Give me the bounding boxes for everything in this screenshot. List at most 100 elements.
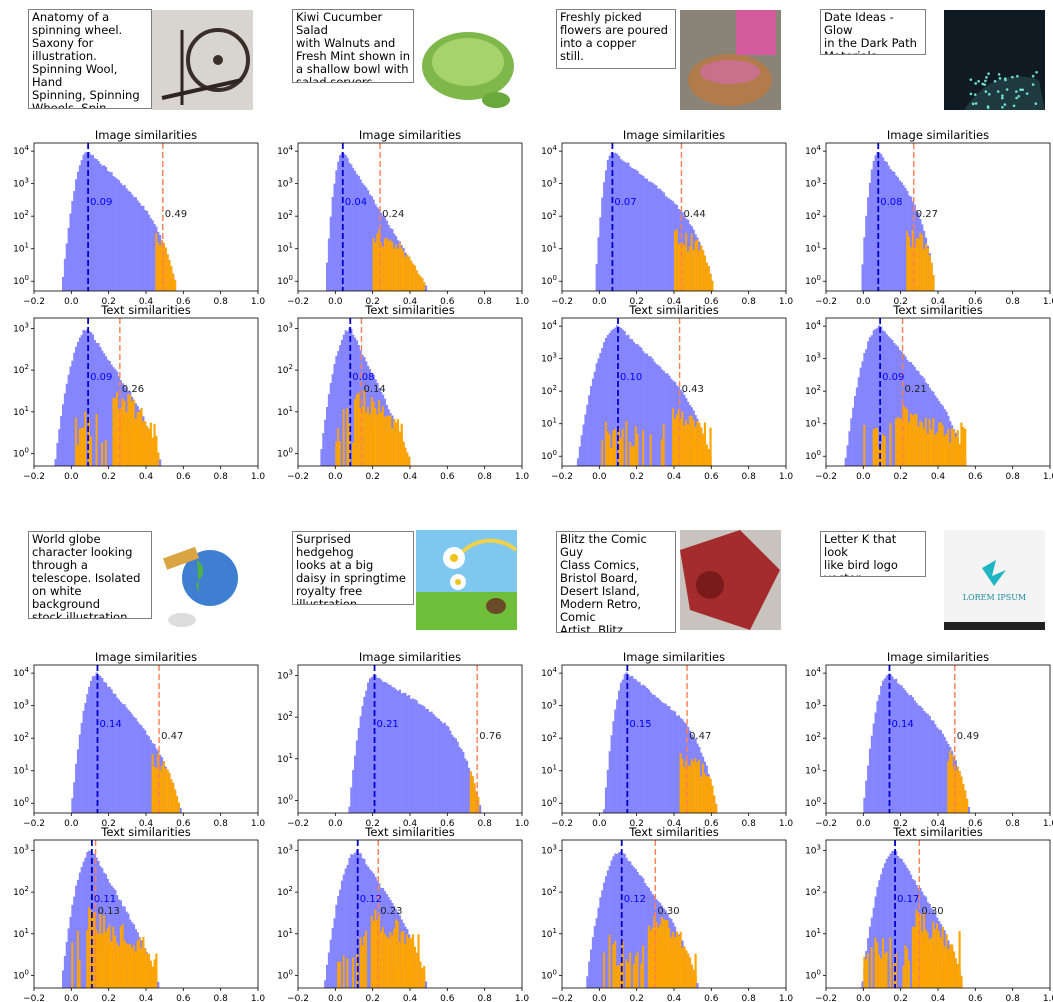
image-mean-label: 0.07 [614, 197, 636, 208]
image-histogram-bin [619, 159, 623, 291]
text-histogram-bin [67, 374, 70, 466]
text-matched-bin [404, 447, 407, 466]
x-tick-label: 0.8 [742, 472, 757, 482]
query-caption: Date Ideas - Glow in the Dark Path Mater… [820, 9, 926, 55]
text-matched-bin [614, 428, 617, 466]
text-matched-bin [155, 435, 158, 466]
image-histogram-bin [71, 798, 74, 813]
text-matched-bin [419, 961, 422, 988]
image-matched-bin [951, 755, 954, 813]
text-matched-bin [136, 943, 139, 988]
y-tick-label: 102 [277, 885, 293, 898]
text-matched-bin [382, 406, 385, 466]
image-histogram-bin [355, 740, 359, 813]
text-histogram-bin [846, 445, 849, 466]
image-matched-bin [958, 771, 961, 813]
text-histogram-bin [588, 961, 591, 988]
image-histogram-bin [108, 171, 111, 291]
image-histogram-bin [649, 692, 652, 813]
x-tick-label: 0.8 [1006, 472, 1021, 482]
text-matched-bin [91, 913, 95, 988]
text-matched-bin [155, 953, 158, 988]
x-tick-label: 0.0 [592, 819, 607, 829]
text-histogram-bin [352, 334, 355, 466]
text-histogram-bin [891, 339, 894, 466]
text-matched-bin [400, 931, 403, 988]
text-histogram-bin [614, 853, 617, 988]
image-histogram-bin [603, 809, 606, 813]
image-similarity-histogram: Image similarities 0.09 0.49 100 101 102 103 10… [13, 128, 265, 307]
image-histogram-bin [78, 734, 81, 813]
image-histogram-bin [368, 678, 372, 813]
text-matched-bin [374, 946, 377, 988]
image-histogram-bin [370, 196, 373, 291]
text-matched-bin [883, 436, 887, 466]
text-histogram-bin [889, 853, 892, 988]
image-histogram-bin [938, 729, 941, 813]
image-histogram-bin [359, 179, 362, 291]
x-tick-label: 1.0 [1043, 297, 1053, 307]
image-histogram-bin [967, 806, 971, 813]
image-histogram-bin [891, 170, 894, 291]
text-marker-label: 0.21 [905, 384, 927, 395]
text-histogram-bin [110, 364, 113, 466]
text-matched-bin [666, 966, 669, 988]
image-matched-bin [921, 234, 924, 291]
image-histogram-bin [395, 689, 398, 813]
image-histogram-bin [363, 696, 366, 813]
text-histogram-bin [621, 329, 624, 466]
text-histogram-bin [86, 329, 89, 466]
image-histogram-bin [62, 276, 65, 291]
text-matched-bin [608, 934, 611, 988]
text-matched-bin [874, 427, 877, 466]
image-matched-bin [174, 279, 177, 291]
x-tick-label: 0.4 [139, 472, 154, 482]
text-matched-bin [116, 942, 119, 988]
image-matched-bin [952, 766, 956, 813]
image-matched-bin [174, 789, 177, 813]
image-histogram-title: Image similarities [359, 650, 461, 664]
text-matched-bin [700, 442, 703, 466]
image-histogram-bin [391, 687, 394, 813]
x-tick-label: 0.0 [64, 819, 79, 829]
text-histogram-bin [329, 383, 332, 466]
text-histogram-bin [898, 350, 901, 466]
image-matched-bin [677, 244, 680, 291]
image-histogram-bin [365, 690, 368, 813]
x-tick-label: −0.2 [551, 994, 573, 1002]
text-matched-bin [677, 935, 680, 988]
y-tick-label: 101 [277, 405, 293, 418]
text-matched-bin [672, 966, 675, 988]
image-histogram-bin [370, 676, 373, 813]
text-histogram-bin [118, 899, 121, 988]
image-mean-label: 0.09 [90, 197, 112, 208]
image-marker-label: 0.47 [161, 731, 183, 742]
image-matched-bin [702, 250, 705, 291]
image-histogram-bin [868, 748, 872, 813]
text-matched-bin [368, 413, 372, 466]
text-matched-bin [952, 951, 956, 988]
text-matched-bin [621, 429, 624, 466]
text-matched-bin [88, 966, 91, 988]
text-matched-bin [415, 966, 418, 988]
image-histogram-bin [76, 749, 80, 813]
image-matched-bin [471, 776, 474, 813]
image-histogram-bin [634, 169, 637, 291]
text-matched-bin [934, 928, 937, 988]
image-histogram-bin [936, 727, 939, 813]
y-tick-label: 102 [541, 885, 557, 898]
text-matched-bin [692, 437, 695, 466]
text-histogram-bin [75, 346, 78, 466]
image-histogram-title: Image similarities [623, 650, 725, 664]
image-matched-bin [962, 784, 965, 813]
y-tick-label: 103 [277, 321, 293, 334]
x-tick-label: 0.2 [366, 819, 380, 829]
y-tick-label: 104 [277, 144, 293, 157]
x-tick-label: 1.0 [779, 819, 794, 829]
text-matched-bin [921, 422, 924, 466]
image-histogram-bin [668, 198, 671, 291]
image-matched-bin [915, 238, 918, 291]
text-matched-bin [604, 421, 608, 466]
text-matched-bin [634, 955, 637, 988]
image-histogram-bin [331, 197, 334, 291]
